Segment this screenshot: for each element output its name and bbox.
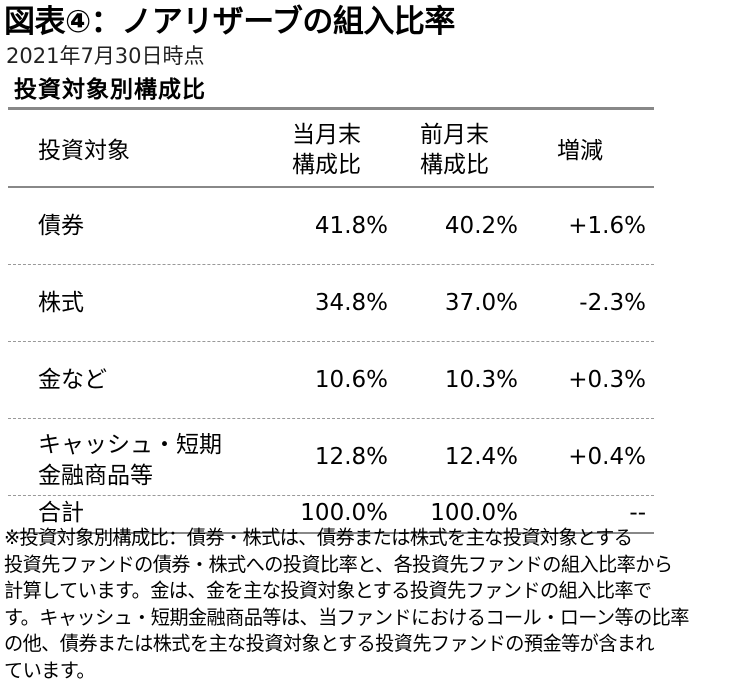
header-previous-line1: 前月末 (420, 122, 489, 148)
total-label: 合計 (38, 500, 84, 526)
row-change-value: +1.6% (568, 213, 646, 239)
footnote: ※投資対象別構成比：債券・株式は、債券または株式を主な投資対象とする 投資先ファ… (4, 525, 748, 684)
row-current-value: 10.6% (314, 367, 388, 393)
row-change-value: -2.3% (579, 290, 646, 316)
footnote-line: の他、債券または株式を主な投資対象とする投資先ファンドの預金等が含まれ (4, 632, 655, 655)
row-asset-name: 債券 (38, 213, 84, 239)
footnote-line: 計算しています。金は、金を主な投資対象とする投資先ファンドの組入比率で (4, 579, 652, 602)
figure-title: 図表④：ノアリザーブの組入比率 (4, 4, 455, 40)
row-current-value: 34.8% (314, 290, 388, 316)
footnote-line: 投資先ファンドの債券・株式への投資比率と、各投資先ファンドの組入比率から (4, 552, 673, 576)
header-current-line2: 構成比 (292, 152, 361, 178)
header-change: 増減 (557, 138, 603, 164)
header-current-line1: 当月末 (292, 122, 361, 148)
row-previous-value: 40.2% (444, 213, 518, 239)
total-previous-value: 100.0% (430, 500, 518, 526)
header-asset-class: 投資対象 (38, 138, 130, 164)
header-previous-line2: 構成比 (420, 152, 489, 178)
footnote-line: ※投資対象別構成比：債券・株式は、債券または株式を主な投資対象とする (4, 526, 633, 549)
row-previous-value: 37.0% (444, 290, 518, 316)
table-header-row: 投資対象 当月末 構成比 前月末 構成比 増減 (8, 110, 654, 188)
table-total-row: 合計 100.0% 100.0% -- (8, 496, 654, 534)
footnote-line: す。キャッシュ・短期金融商品等は、当ファンドにおけるコール・ローン等の比率 (4, 605, 689, 629)
row-current-value: 12.8% (314, 444, 388, 470)
as-of-date: 2021年7月30日時点 (6, 44, 205, 68)
row-change-value: +0.3% (568, 367, 646, 393)
row-previous-value: 12.4% (444, 444, 518, 470)
total-change-value: -- (629, 500, 646, 526)
row-asset-name: キャッシュ・短期 金融商品等 (38, 430, 222, 492)
allocation-table: 投資対象 当月末 構成比 前月末 構成比 増減 債券 41.8% 40.2% +… (8, 107, 654, 534)
table-row: キャッシュ・短期 金融商品等 12.8% 12.4% +0.4% (8, 419, 654, 496)
table-row: 債券 41.8% 40.2% +1.6% (8, 188, 654, 265)
header-current-month: 当月末 構成比 (292, 120, 361, 180)
table-subtitle: 投資対象別構成比 (14, 77, 206, 103)
row-asset-name-line1: キャッシュ・短期 (38, 432, 222, 458)
table-row: 株式 34.8% 37.0% -2.3% (8, 265, 654, 342)
row-change-value: +0.4% (568, 444, 646, 470)
table-row: 金など 10.6% 10.3% +0.3% (8, 342, 654, 419)
footnote-line: ています。 (4, 658, 96, 682)
header-previous-month: 前月末 構成比 (420, 120, 489, 180)
row-current-value: 41.8% (314, 213, 388, 239)
row-asset-name-line2: 金融商品等 (38, 463, 153, 489)
row-previous-value: 10.3% (444, 367, 518, 393)
row-asset-name: 金など (38, 367, 107, 393)
row-asset-name: 株式 (38, 290, 84, 316)
table-top-rule (8, 107, 654, 110)
total-current-value: 100.0% (300, 500, 388, 526)
